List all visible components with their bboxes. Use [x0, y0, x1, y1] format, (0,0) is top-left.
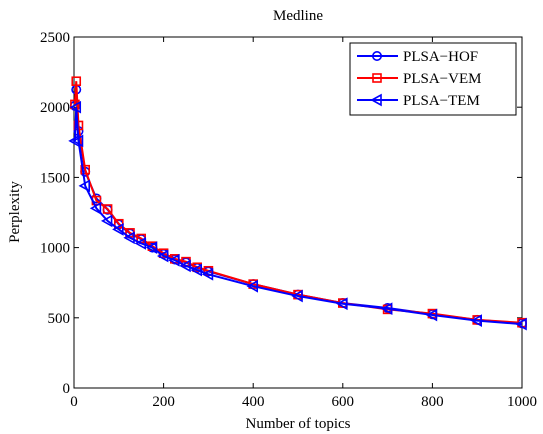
legend-item: PLSA−VEM	[357, 71, 481, 87]
data-point-triangle	[168, 253, 180, 267]
data-point-triangle	[145, 241, 158, 254]
series-line	[73, 107, 523, 326]
x-tick-label: 1000	[507, 394, 537, 410]
x-tick-label: 200	[152, 394, 175, 410]
y-tick-label: 2500	[40, 30, 70, 46]
legend-item: PLSA−TEM	[357, 93, 480, 109]
legend-label: PLSA−TEM	[403, 93, 480, 109]
data-point-square	[71, 76, 82, 87]
legend-label: PLSA−HOF	[403, 49, 478, 65]
data-point-triangle	[179, 259, 191, 273]
data-point-circle	[371, 50, 382, 61]
data-point-triangle	[78, 179, 90, 193]
data-point-square	[372, 73, 382, 83]
y-tick-label: 2000	[40, 100, 70, 116]
data-point-triangle	[291, 289, 303, 303]
data-point-triangle	[470, 314, 483, 327]
data-point-triangle	[156, 249, 169, 263]
x-tick-label: 400	[242, 394, 265, 410]
x-axis-label: Number of topics	[246, 416, 351, 432]
chart-title: Medline	[273, 8, 323, 24]
data-point-square	[80, 164, 90, 175]
data-point-square	[102, 204, 113, 214]
data-point-triangle	[190, 263, 202, 277]
x-tick-label: 800	[421, 394, 444, 410]
series-3	[68, 100, 527, 331]
data-point-triangle	[112, 222, 124, 236]
data-point-triangle	[380, 302, 393, 316]
x-tick-label: 600	[332, 394, 355, 410]
data-point-triangle	[201, 267, 214, 281]
data-point-triangle	[68, 134, 80, 148]
data-point-triangle	[370, 93, 382, 107]
data-point-triangle	[100, 214, 113, 228]
data-point-triangle	[515, 317, 527, 331]
data-point-triangle	[425, 308, 438, 322]
data-point-triangle	[246, 279, 259, 293]
y-axis-label: Perplexity	[7, 181, 23, 243]
y-tick-label: 1500	[40, 170, 70, 186]
series-line	[73, 81, 523, 324]
series-line	[73, 89, 523, 325]
data-point-triangle	[71, 134, 84, 148]
axes-frame	[73, 36, 523, 389]
legend-item: PLSA−HOF	[357, 49, 478, 65]
data-point-triangle	[69, 100, 82, 114]
legend-label: PLSA−VEM	[403, 71, 481, 87]
data-point-triangle	[336, 297, 348, 311]
data-point-triangle	[134, 237, 146, 250]
y-tick-label: 1000	[40, 241, 70, 257]
data-point-triangle	[89, 201, 102, 215]
plot-area: 0 200 400 600 800 1000 0 500 1000 1500 2000 2500	[40, 30, 537, 410]
data-point-triangle	[123, 231, 135, 245]
legend: PLSA−HOF PLSA−VEM PLSA−TEM	[349, 42, 517, 116]
y-tick-label: 500	[48, 311, 71, 327]
x-tick-label: 0	[70, 394, 78, 410]
y-tick-label: 0	[63, 381, 71, 397]
